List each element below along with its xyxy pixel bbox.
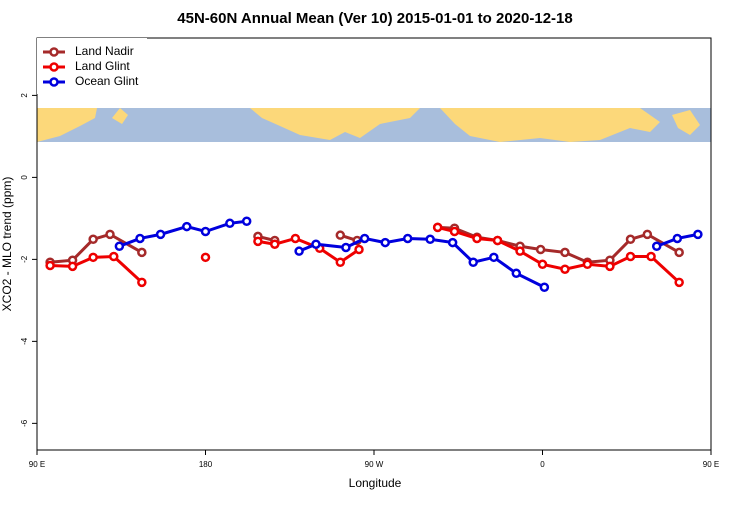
point [582,259,593,270]
point [311,239,321,249]
point [447,237,458,248]
legend-label: Land Glint [75,59,130,73]
point [642,229,653,240]
point [492,235,503,246]
point [539,282,550,292]
point [646,251,656,262]
y-tick-label: -6 [20,419,29,427]
point [515,246,525,256]
point [468,257,478,267]
point [625,251,636,262]
legend-label: Land Nadir [75,44,134,58]
point [155,229,166,240]
x-tick-label: 180 [199,460,213,469]
legend-marker [49,62,59,72]
point [402,233,413,244]
point [88,252,98,263]
point [225,218,235,229]
point [674,247,684,258]
point [294,246,304,256]
y-tick-label: -4 [20,337,29,345]
point [425,234,435,245]
legend-label: Ocean Glint [75,74,139,88]
point [535,244,546,255]
point [137,277,147,288]
point [560,247,570,258]
point [672,233,683,244]
legend-marker [49,47,59,57]
point [253,236,263,247]
point [290,233,301,244]
point [489,252,499,263]
point [693,229,703,240]
point [511,268,522,279]
point [45,260,55,271]
x-tick-label: 90 E [29,460,45,469]
chart-title: 45N-60N Annual Mean (Ver 10) 2015-01-01 … [177,10,572,27]
x-tick-label: 90 W [365,460,384,469]
point [67,261,78,272]
point [341,242,351,253]
point [472,233,482,244]
point [359,233,370,244]
point [105,229,115,240]
point [380,237,390,248]
legend-marker [49,77,59,87]
point [137,247,147,258]
point [674,277,684,288]
y-axis-label: XCO2 - MLO trend (ppm) [0,177,14,312]
point [432,222,443,233]
point [135,233,145,244]
x-tick-label: 0 [540,460,545,469]
point [335,257,346,267]
point [625,234,636,245]
point [200,252,211,263]
point [537,259,548,270]
y-tick-label: -2 [20,255,29,263]
x-tick-label: 90 E [703,460,719,469]
map-strip [37,108,711,142]
point [560,264,570,274]
point [200,226,211,237]
x-axis-label: Longitude [349,476,402,490]
point [335,230,346,240]
point [109,251,119,262]
point [605,261,615,272]
point [241,216,252,226]
point [88,234,98,245]
y-tick-label: 2 [20,93,29,98]
point [449,226,460,237]
point [114,241,125,252]
point [354,244,364,255]
point [182,221,192,232]
y-tick-label: 0 [20,175,29,180]
point [651,241,662,252]
point [270,239,280,249]
